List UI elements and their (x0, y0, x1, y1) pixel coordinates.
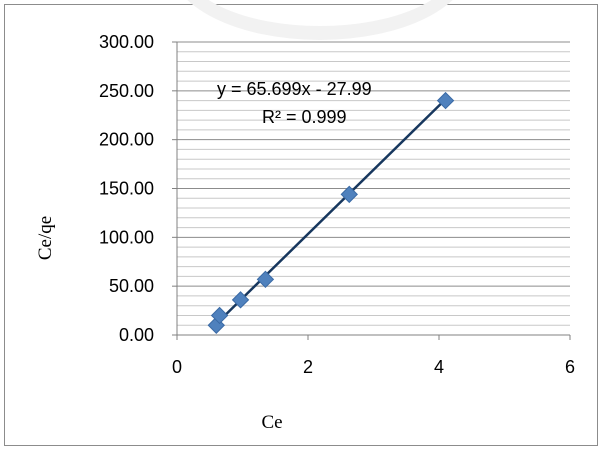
x-axis-title: Ce (261, 412, 282, 433)
trendline-group (215, 98, 447, 325)
data-point (210, 306, 229, 325)
data-points (207, 91, 455, 334)
x-tick-label: 4 (434, 357, 444, 377)
y-tick-label: 250.00 (99, 81, 154, 101)
data-point (231, 291, 250, 309)
chart-frame (4, 4, 598, 446)
y-tick-label: 50.00 (109, 276, 154, 296)
data-point (436, 91, 455, 110)
x-tick-labels: 0 2 4 6 (172, 335, 575, 377)
r-squared-label: R² = 0.999 (262, 107, 347, 127)
x-tick-label: 0 (172, 357, 182, 377)
data-point (340, 185, 358, 204)
data-point (256, 270, 275, 289)
y-tick-label: 300.00 (99, 32, 154, 52)
y-tick-label: 100.00 (99, 227, 154, 247)
y-tick-label: 150.00 (99, 179, 154, 199)
y-tick-label: 200.00 (99, 130, 154, 150)
y-axis-title: Ce/qe (35, 216, 56, 260)
trendline (215, 98, 447, 325)
y-tick-labels: 0.00 50.00 100.00 150.00 200.00 250.00 300.00 (99, 32, 177, 345)
y-tick-label: 0.00 (119, 325, 154, 345)
x-tick-label: 6 (565, 357, 575, 377)
trendline-equation: y = 65.699x - 27.99 (217, 79, 372, 99)
x-tick-label: 2 (303, 357, 313, 377)
